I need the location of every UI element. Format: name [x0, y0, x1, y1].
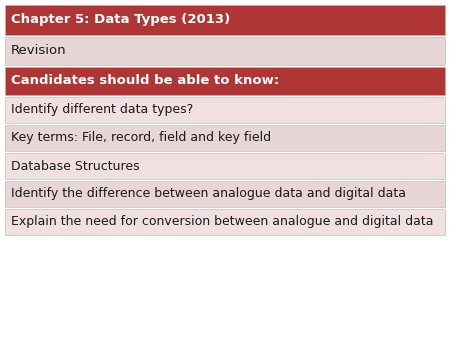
Bar [5, 5, 445, 35]
Bar [5, 125, 445, 151]
Text: Key terms: File, record, field and key field: Key terms: File, record, field and key f… [11, 131, 271, 145]
Bar [5, 37, 445, 65]
Bar [5, 209, 445, 235]
Text: Database Structures: Database Structures [11, 160, 140, 172]
Bar [5, 181, 445, 207]
Text: Candidates should be able to know:: Candidates should be able to know: [11, 74, 279, 88]
Text: Chapter 5: Data Types (2013): Chapter 5: Data Types (2013) [11, 14, 230, 26]
Text: Explain the need for conversion between analogue and digital data: Explain the need for conversion between … [11, 216, 433, 228]
Text: Identify the difference between analogue data and digital data: Identify the difference between analogue… [11, 188, 406, 200]
Text: Revision: Revision [11, 45, 67, 57]
Bar [5, 153, 445, 179]
Bar [5, 67, 445, 95]
Text: Identify different data types?: Identify different data types? [11, 103, 193, 117]
Bar [5, 97, 445, 123]
